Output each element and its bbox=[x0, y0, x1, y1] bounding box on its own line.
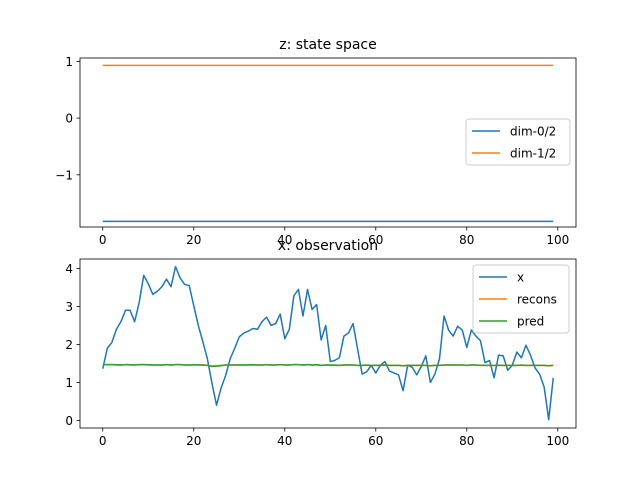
x-tick-label: 20 bbox=[186, 434, 201, 448]
x-tick-label: 100 bbox=[546, 233, 569, 247]
y-tick-label: 1 bbox=[65, 376, 73, 390]
x-tick-label: 40 bbox=[277, 233, 292, 247]
state-space-axes: z: state space 0 20 40 60 80 100 1 0 −1 dim-0/2 d… bbox=[55, 37, 577, 247]
series-line-pred bbox=[102, 363, 554, 368]
x-tick-label: 100 bbox=[546, 434, 569, 448]
legend-label: pred bbox=[517, 315, 544, 329]
legend-label: x bbox=[517, 271, 524, 285]
legend-box bbox=[472, 264, 570, 334]
series-line-x bbox=[102, 265, 554, 421]
y-tick-label: 1 bbox=[65, 55, 73, 69]
y-tick-label: −1 bbox=[55, 168, 73, 182]
x-tick-label: 40 bbox=[277, 434, 292, 448]
legend-label: recons bbox=[517, 293, 557, 307]
y-tick-label: 2 bbox=[65, 338, 73, 352]
state-space-title: z: state space bbox=[279, 37, 377, 53]
x-tick-label: 20 bbox=[186, 233, 201, 247]
y-tick-label: 3 bbox=[65, 300, 73, 314]
legend-label: dim-1/2 bbox=[510, 147, 556, 161]
y-tick-label: 0 bbox=[65, 414, 73, 428]
x-tick-label: 80 bbox=[459, 233, 474, 247]
legend-label: dim-0/2 bbox=[510, 125, 556, 139]
x-tick-label: 0 bbox=[99, 434, 107, 448]
x-tick-label: 60 bbox=[368, 233, 383, 247]
x-tick-label: 60 bbox=[368, 434, 383, 448]
observation-axes: 0 20 40 60 80 100 4 3 2 1 0 x recons pred x: observa… bbox=[65, 238, 577, 448]
x-tick-label: 0 bbox=[99, 233, 107, 247]
observation-title: x: observation bbox=[278, 238, 378, 254]
y-tick-label: 0 bbox=[65, 112, 73, 126]
axes-frame bbox=[79, 258, 577, 429]
axes-frame bbox=[79, 57, 577, 228]
y-tick-label: 4 bbox=[65, 262, 73, 276]
x-tick-label: 80 bbox=[459, 434, 474, 448]
